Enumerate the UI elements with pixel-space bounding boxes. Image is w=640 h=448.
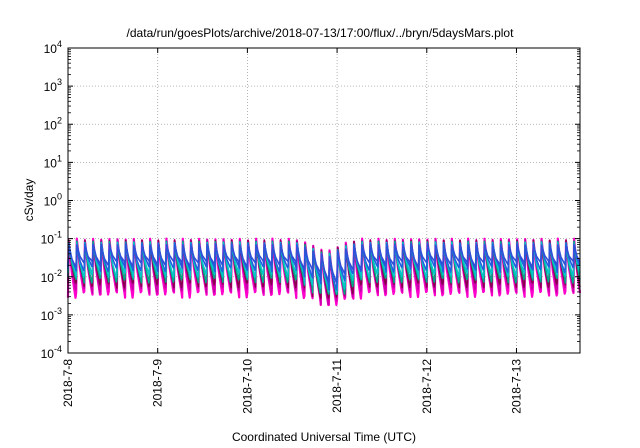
- y-tick-label: 100: [44, 192, 62, 209]
- y-axis: 10-4 10-3 10-2 10-1 100 101 102 103 104: [41, 39, 580, 361]
- y-tick-label: 10-2: [41, 268, 62, 285]
- x-tick-label: 2018-7-8: [61, 359, 75, 407]
- y-tick-label: 101: [44, 153, 62, 170]
- series-line-7: [67, 243, 581, 284]
- y-tick-label: 102: [44, 115, 62, 132]
- y-tick-label: 103: [44, 77, 62, 94]
- y-axis-label: cSv/day: [22, 179, 36, 222]
- x-tick-label: 2018-7-10: [240, 359, 254, 414]
- y-tick-label: 10-1: [41, 230, 62, 247]
- y-tick-label: 10-4: [41, 344, 62, 361]
- x-axis: 2018-7-8 2018-7-9 2018-7-10 2018-7-11 2018-7…: [61, 48, 523, 414]
- x-tick-label: 2018-7-12: [420, 359, 434, 414]
- y-tick-label: 104: [44, 39, 62, 56]
- x-tick-label: 2018-7-11: [330, 359, 344, 413]
- chart-title: /data/run/goesPlots/archive/2018-07-13/1…: [127, 26, 515, 40]
- x-tick-label: 2018-7-9: [151, 359, 165, 407]
- grid: [68, 48, 580, 353]
- x-axis-label: Coordinated Universal Time (UTC): [232, 430, 416, 444]
- y-tick-label: 10-3: [41, 306, 62, 323]
- series-group: [66, 237, 582, 307]
- x-tick-label: 2018-7-13: [509, 359, 523, 414]
